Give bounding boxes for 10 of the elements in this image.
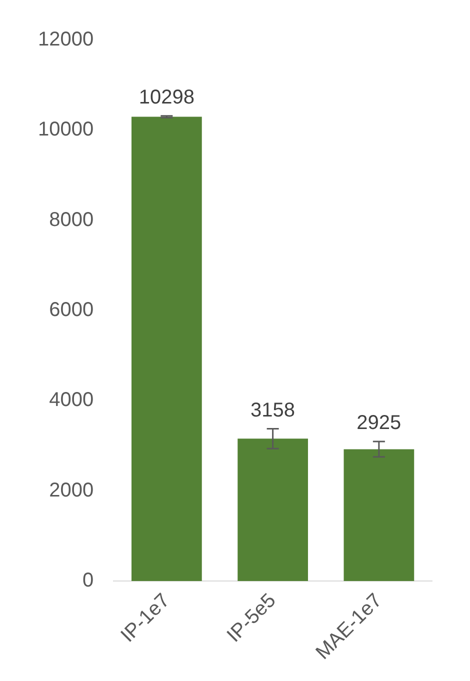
data-label: 3158 [250,399,296,422]
y-tick-label: 10000 [38,118,94,141]
y-tick-label: 8000 [49,208,94,231]
y-tick-label: 2000 [49,479,94,502]
data-label: 2925 [356,412,402,434]
data-label: 10298 [138,86,194,108]
y-tick-label: 12000 [38,28,94,51]
y-tick-label: 0 [82,570,94,592]
y-tick-label: 4000 [49,389,94,412]
y-tick-label: 6000 [49,299,94,322]
